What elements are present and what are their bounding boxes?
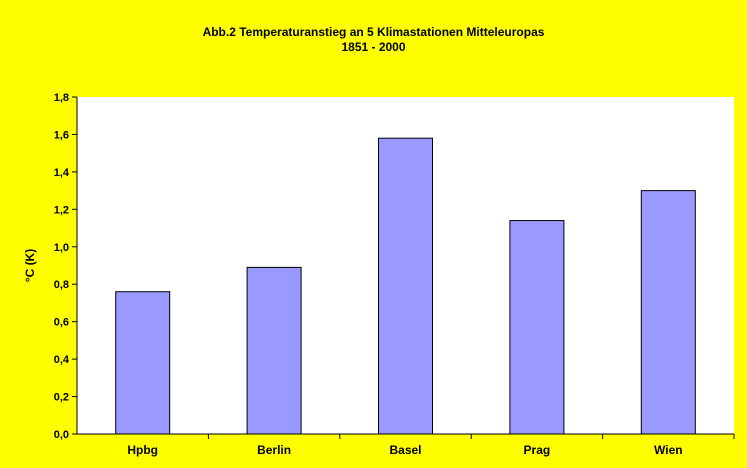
- y-tick-label: 1,2: [54, 204, 69, 216]
- y-tick-label: 1,4: [54, 167, 70, 179]
- x-tick-label: Prag: [524, 443, 551, 457]
- bar: [246, 266, 302, 435]
- y-tick-label: 1,0: [54, 242, 69, 254]
- x-tick-label: Hpbg: [127, 443, 158, 457]
- x-tick-label: Berlin: [257, 443, 291, 457]
- y-tick-label: 0,4: [54, 354, 70, 366]
- y-tick-label: 0,2: [54, 392, 69, 404]
- y-tick-label: 0,6: [54, 317, 69, 329]
- x-tick-label: Wien: [654, 443, 683, 457]
- bar: [640, 190, 696, 435]
- bar: [115, 291, 171, 435]
- y-tick-label: 1,6: [54, 129, 69, 141]
- y-tick-label: 0,8: [54, 279, 69, 291]
- bar: [378, 137, 433, 435]
- y-tick-label: 1,8: [54, 92, 69, 104]
- bar: [509, 220, 565, 435]
- x-tick-label: Basel: [389, 443, 421, 457]
- y-tick-label: 0,0: [54, 429, 69, 441]
- chart-subtitle: 1851 - 2000: [341, 40, 406, 54]
- y-axis-title: °C (K): [23, 249, 37, 282]
- chart-title: Abb.2 Temperaturanstieg an 5 Klimastatio…: [202, 25, 545, 39]
